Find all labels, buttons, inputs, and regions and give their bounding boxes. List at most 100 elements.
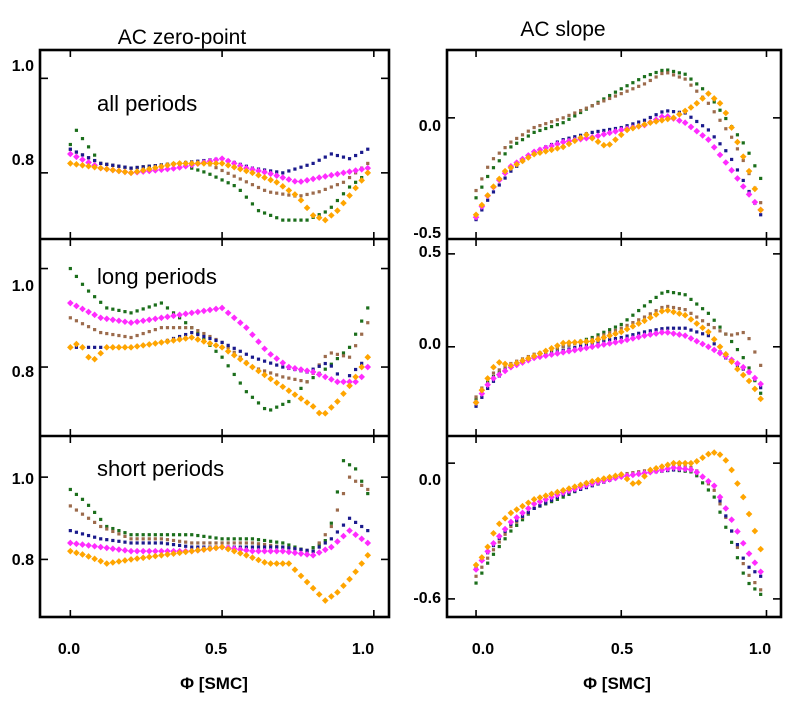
slope-long-brown-point-30	[648, 312, 652, 316]
slope-all-orange-point-45	[734, 138, 741, 146]
slope-long-green-point-36	[683, 293, 687, 297]
zp-short-magenta-point-34	[273, 547, 281, 555]
zp-long-orange-point-28	[236, 355, 244, 363]
zp-long-brown-point-42	[323, 354, 327, 359]
slope-all-magenta-point-41	[710, 143, 718, 151]
zp-short-brown-point-16	[165, 538, 170, 542]
slope-short-brown-point-45	[735, 545, 740, 549]
slope-all-orange-point-41	[710, 95, 718, 102]
slope-long-orange-point-38	[693, 320, 701, 327]
slope-long-orange-point-27	[629, 323, 637, 330]
slope-short-orange-point-26	[623, 475, 631, 483]
slope-long-magenta-point-28	[635, 333, 642, 341]
zp-short-magenta-point-39	[303, 551, 311, 558]
zp-short-orange-point-7	[109, 559, 117, 566]
zp-short-green-point-13	[147, 533, 151, 537]
zp-all-orange-point-6	[103, 165, 111, 173]
slope-short-orange-point-42	[716, 451, 724, 458]
slope-all-brown-point-23	[608, 96, 612, 101]
zp-long-magenta-point-1	[73, 302, 80, 310]
zp-all-magenta-point-42	[321, 173, 329, 180]
zp-short-magenta-point-6	[103, 544, 111, 552]
zp-short-green-point-8	[117, 529, 121, 533]
slope-long-orange-point-19	[583, 338, 590, 345]
zp-all-green-point-37	[293, 218, 297, 222]
slope-short-magenta-point-38	[693, 468, 701, 476]
slope-long-magenta-point-35	[676, 331, 683, 338]
slope-long-brown-point-4	[497, 368, 501, 372]
slope-all-green-point-8	[520, 138, 525, 142]
slope-long-magenta-point-39	[699, 340, 706, 348]
zp-all-green-point-32	[262, 211, 267, 215]
slope-all-green-point-5	[503, 152, 507, 156]
slope-long-green-point-20	[590, 335, 594, 340]
zp-short-orange-point-6	[103, 560, 111, 567]
zp-long-brown-point-35	[281, 375, 285, 379]
zp-short-green-point-5	[99, 517, 103, 522]
slope-all-brown-point-7	[515, 136, 519, 141]
zp-long-brown-point-20	[190, 326, 194, 330]
zp-short-magenta-point-8	[115, 546, 123, 553]
slope-all-brown-point-5	[503, 146, 507, 150]
zp-long-blue-point-34	[275, 363, 279, 367]
slope-all-orange-point-32	[658, 116, 666, 124]
slope-long-orange-point-32	[658, 307, 666, 315]
zp-long-brown-point-10	[129, 335, 133, 340]
zp-long-brown-point-1	[74, 319, 79, 323]
slope-all-blue-point-45	[735, 168, 740, 172]
zp-all-green-point-21	[196, 168, 200, 172]
zp-short-brown-point-9	[123, 534, 127, 538]
zp-long-magenta-point-43	[328, 376, 335, 383]
slope-short-magenta-point-9	[525, 505, 532, 512]
zp-short-magenta-point-49	[364, 539, 372, 547]
zp-long-brown-point-6	[105, 331, 109, 336]
slope-long-green-point-26	[625, 318, 629, 322]
zp-all-orange-point-20	[188, 160, 196, 167]
zp-all-blue-point-48	[360, 150, 364, 154]
zp-long-orange-point-12	[139, 342, 147, 349]
slope-all-series-green	[474, 68, 763, 200]
zp-long-orange-point-34	[273, 379, 281, 387]
zp-long-orange-point-38	[297, 395, 305, 402]
slope-long-magenta-point-3	[490, 375, 497, 382]
zp-long-magenta-point-33	[267, 351, 274, 358]
zp-long-brown-point-43	[329, 351, 333, 355]
slope-all-blue-point-4	[497, 183, 501, 187]
zp-long-brown-point-22	[202, 331, 206, 336]
zp-all-green-point-36	[287, 218, 291, 222]
slope-long-magenta-point-30	[647, 331, 654, 338]
zp-short-magenta-point-30	[249, 547, 256, 555]
slope-long-green-point-38	[695, 302, 699, 306]
slope-long-orange-point-5	[501, 360, 509, 368]
zp-all-orange-point-5	[97, 164, 104, 172]
slope-short-magenta-point-46	[739, 539, 747, 547]
zp-short-brown-point-24	[214, 541, 218, 545]
zp-short-green-point-46	[347, 463, 352, 467]
slope-all-blue-point-21	[596, 129, 600, 134]
zp-all-series-orange	[67, 160, 372, 224]
slope-short-magenta-point-4	[495, 532, 503, 540]
slope-all-orange-point-25	[617, 131, 625, 139]
zp-short-blue-point-48	[360, 524, 364, 529]
zp-all-orange-point-45	[340, 199, 347, 207]
zp-long-magenta-point-6	[103, 315, 111, 323]
zp-long-green-point-33	[269, 408, 273, 412]
slope-all-blue-point-3	[491, 190, 496, 194]
slope-short-brown-point-47	[747, 573, 751, 577]
zp-short-series-orange	[67, 543, 372, 604]
zp-short-orange-point-10	[127, 556, 135, 563]
right-xtick-label-1: 0.5	[611, 641, 633, 658]
slope-long-green-point-31	[654, 295, 658, 300]
zp-all-orange-point-24	[212, 160, 220, 167]
zp-all-blue-point-6	[105, 162, 109, 166]
slope-all-green-point-47	[747, 151, 751, 155]
zp-long-green-point-34	[275, 405, 279, 409]
slope-long-brown-point-39	[700, 319, 705, 323]
slope-long-magenta-point-48	[751, 374, 759, 382]
zp-long-magenta-point-10	[127, 319, 135, 327]
slope-short-green-point-7	[515, 523, 519, 527]
zp-long-green-point-46	[347, 345, 352, 349]
slope-long-green-point-30	[648, 300, 652, 304]
slope-short-orange-point-46	[739, 493, 747, 501]
zp-long-series-brown	[68, 316, 370, 384]
